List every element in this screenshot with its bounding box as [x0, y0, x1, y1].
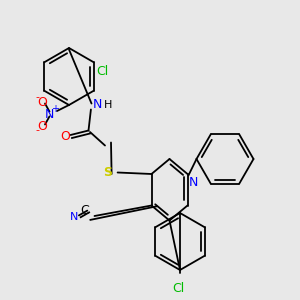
Text: Cl: Cl	[172, 282, 184, 295]
Text: N: N	[92, 98, 102, 112]
Text: -: -	[35, 92, 40, 103]
Text: C: C	[80, 203, 89, 217]
Text: O: O	[37, 95, 47, 109]
Text: N: N	[70, 212, 79, 222]
Text: S: S	[103, 166, 112, 179]
Text: N: N	[45, 107, 54, 121]
Text: H: H	[103, 100, 112, 110]
Text: Cl: Cl	[97, 65, 109, 78]
Text: O: O	[37, 119, 47, 133]
Text: +: +	[52, 103, 59, 114]
Text: N: N	[189, 176, 198, 188]
Text: O: O	[60, 130, 70, 143]
Text: -: -	[35, 125, 40, 136]
